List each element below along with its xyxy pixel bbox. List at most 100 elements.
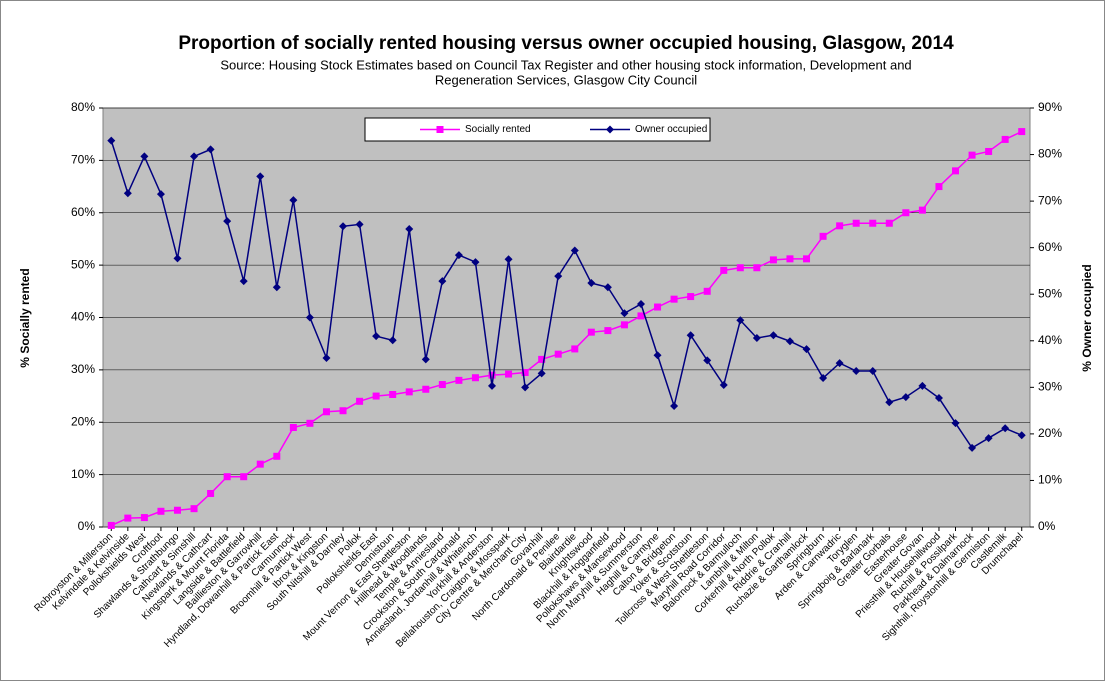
data-point (405, 388, 413, 396)
data-point (653, 351, 662, 360)
data-point (769, 256, 777, 264)
data-point (719, 381, 728, 390)
data-point (636, 299, 645, 308)
data-point (654, 303, 662, 311)
legend-marker (436, 126, 444, 133)
y2-tick-label: 50% (1038, 286, 1062, 300)
data-point (819, 232, 827, 240)
legend-marker (606, 125, 614, 134)
data-point (686, 331, 695, 340)
y-tick-label: 30% (71, 362, 95, 376)
y-tick-label: 40% (71, 310, 95, 324)
y2-tick-label: 90% (1038, 100, 1062, 114)
data-point (769, 331, 778, 340)
data-point (620, 321, 628, 329)
data-point (604, 327, 612, 335)
data-point (190, 505, 198, 513)
data-point (190, 152, 199, 161)
data-point (984, 434, 993, 443)
data-point (388, 336, 397, 345)
data-point (902, 209, 910, 217)
data-point (488, 371, 496, 379)
data-point (803, 255, 811, 263)
data-point (752, 333, 761, 342)
data-point (405, 225, 414, 234)
data-point (322, 408, 330, 416)
data-point (852, 367, 861, 376)
data-point (140, 152, 149, 161)
data-point (835, 359, 844, 368)
data-point (703, 356, 712, 365)
data-point (951, 419, 960, 428)
data-point (471, 374, 479, 382)
data-point (306, 419, 314, 427)
chart-subtitle: Source: Housing Stock Estimates based on… (220, 57, 911, 72)
data-point (322, 354, 331, 363)
data-point (422, 385, 430, 393)
data-point (885, 219, 893, 227)
data-point (901, 393, 910, 402)
data-point (455, 376, 463, 384)
data-point (438, 277, 447, 286)
data-point (173, 254, 182, 263)
data-point (869, 219, 877, 227)
data-point (703, 287, 711, 295)
data-point (305, 313, 314, 322)
data-point (670, 401, 679, 410)
y2-tick-label: 70% (1038, 193, 1062, 207)
y-tick-label: 10% (71, 467, 95, 481)
data-point (1017, 431, 1026, 440)
data-point (239, 277, 248, 286)
data-point (256, 172, 265, 181)
data-point (952, 167, 960, 175)
data-point (454, 251, 463, 260)
data-point (571, 345, 579, 353)
data-point (223, 473, 231, 481)
data-point (157, 507, 165, 515)
data-point (885, 398, 894, 407)
y2-tick-label: 0% (1038, 519, 1056, 533)
data-point (389, 390, 397, 398)
data-point (421, 355, 430, 364)
data-point (339, 407, 347, 415)
data-point (206, 145, 215, 154)
data-point (637, 312, 645, 320)
chart-title: Proportion of socially rented housing ve… (178, 33, 954, 54)
data-point (156, 190, 165, 199)
data-point (537, 369, 546, 378)
data-point (968, 151, 976, 159)
y2-tick-label: 80% (1038, 147, 1062, 161)
legend-label: Socially rented (465, 124, 531, 135)
y2-tick-label: 30% (1038, 380, 1062, 394)
data-point (554, 350, 562, 358)
data-point (670, 295, 678, 303)
y-tick-label: 60% (71, 205, 95, 219)
data-point (1001, 424, 1010, 433)
data-point (1018, 128, 1026, 136)
data-point (1001, 135, 1009, 143)
data-point (272, 283, 281, 292)
data-point (968, 443, 977, 452)
legend-label: Owner occupied (635, 124, 707, 135)
data-point (935, 183, 943, 191)
data-point (521, 368, 529, 376)
y-tick-label: 80% (71, 100, 95, 114)
data-point (985, 147, 993, 155)
data-point (603, 283, 612, 292)
data-point (736, 316, 745, 325)
data-point (140, 514, 148, 522)
data-point (819, 374, 828, 383)
data-point (620, 309, 629, 318)
data-point (339, 222, 348, 231)
y2-axis-title: % Owner occupied (1080, 264, 1094, 371)
data-point (570, 246, 579, 255)
data-point (720, 266, 728, 274)
data-point (836, 222, 844, 230)
data-point (786, 255, 794, 263)
y2-tick-label: 40% (1038, 333, 1062, 347)
data-point (240, 473, 248, 481)
data-point (587, 279, 596, 288)
data-point (868, 367, 877, 376)
data-point (785, 337, 794, 346)
data-point (554, 272, 563, 281)
